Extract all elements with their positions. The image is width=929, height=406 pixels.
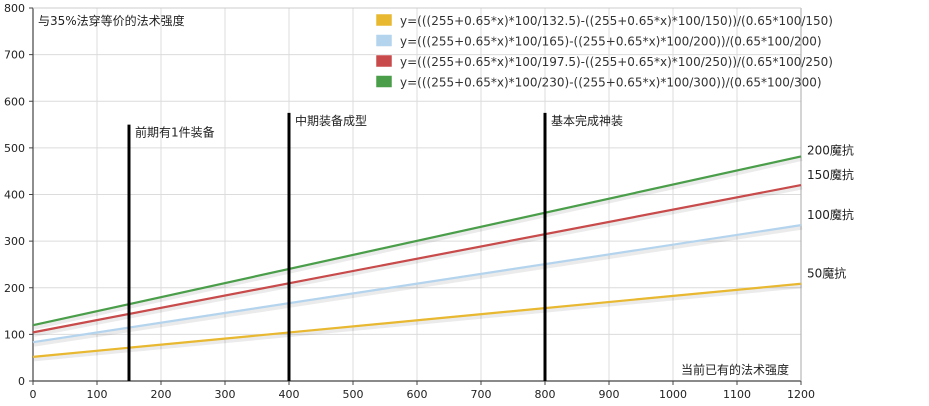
y-tick-label: 600 (4, 95, 25, 108)
y-tick-label: 300 (4, 235, 25, 248)
series-shadow (33, 156, 803, 330)
x-tick-label: 200 (151, 388, 172, 401)
series-end-labels: 50魔抗 100魔抗 150魔抗 200魔抗 (807, 142, 854, 280)
x-tick-label: 100 (87, 388, 108, 401)
legend-entry: y=(((255+0.65*x)*100/132.5)-((255+0.65*x… (400, 14, 833, 28)
series-line (32, 155, 802, 327)
series-end-label: 100魔抗 (807, 207, 854, 222)
x-axis-label: 当前已有的法术强度 (681, 362, 789, 377)
y-tick-label: 0 (18, 375, 25, 388)
series-end-label: 50魔抗 (807, 266, 846, 281)
annotation-label: 基本完成神装 (551, 113, 623, 128)
axes (29, 7, 802, 385)
series-line (32, 184, 802, 334)
x-tick-label: 600 (407, 388, 428, 401)
x-tick-label: 0 (30, 388, 37, 401)
y-tick-label: 700 (4, 49, 25, 62)
annotation-label: 前期有1件装备 (135, 125, 215, 140)
legend-swatch (375, 34, 393, 47)
x-tick-label: 800 (535, 388, 556, 401)
legend-swatch (375, 75, 393, 88)
series-shadow (33, 184, 803, 337)
y-tick-label: 800 (4, 2, 25, 15)
series-shadow (33, 283, 803, 362)
y-tick-label: 200 (4, 282, 25, 295)
legend-swatch (375, 13, 393, 27)
x-tick-label: 300 (215, 388, 236, 401)
legend-entry: y=(((255+0.65*x)*100/230)-((255+0.65*x)*… (400, 76, 822, 90)
x-tick-label: 900 (599, 388, 620, 401)
series-line (32, 282, 802, 358)
series-end-label: 150魔抗 (807, 167, 854, 182)
legend-swatch (375, 54, 393, 68)
series-line (32, 224, 802, 344)
annotation-label: 中期装备成型 (295, 113, 367, 128)
y-tick-label: 500 (4, 142, 25, 155)
series-end-label: 200魔抗 (807, 142, 854, 157)
x-tick-label: 700 (471, 388, 492, 401)
x-tick-label: 1200 (787, 388, 815, 401)
grid (32, 7, 802, 382)
legend-entry: y=(((255+0.65*x)*100/165)-((255+0.65*x)*… (400, 35, 822, 49)
y-tick-label: 100 (4, 328, 25, 341)
legend-entry: y=(((255+0.65*x)*100/197.5)-((255+0.65*x… (400, 55, 833, 69)
x-tick-label: 400 (279, 388, 300, 401)
x-tick-label: 1100 (723, 388, 751, 401)
legend: y=(((255+0.65*x)*100/132.5)-((255+0.65*x… (375, 13, 833, 90)
x-tick-label: 1000 (659, 388, 687, 401)
y-tick-label: 400 (4, 189, 25, 202)
x-tick-label: 500 (343, 388, 364, 401)
annotations: 前期有1件装备 中期装备成型 基本完成神装 (127, 112, 623, 381)
tick-labels: 0 100 200 300 400 500 600 700 800 900 1000 1100 1200… (4, 2, 815, 401)
series-lines (32, 155, 803, 362)
chart-title: 与35%法穿等价的法术强度 (38, 13, 185, 28)
series-shadow (33, 224, 803, 347)
